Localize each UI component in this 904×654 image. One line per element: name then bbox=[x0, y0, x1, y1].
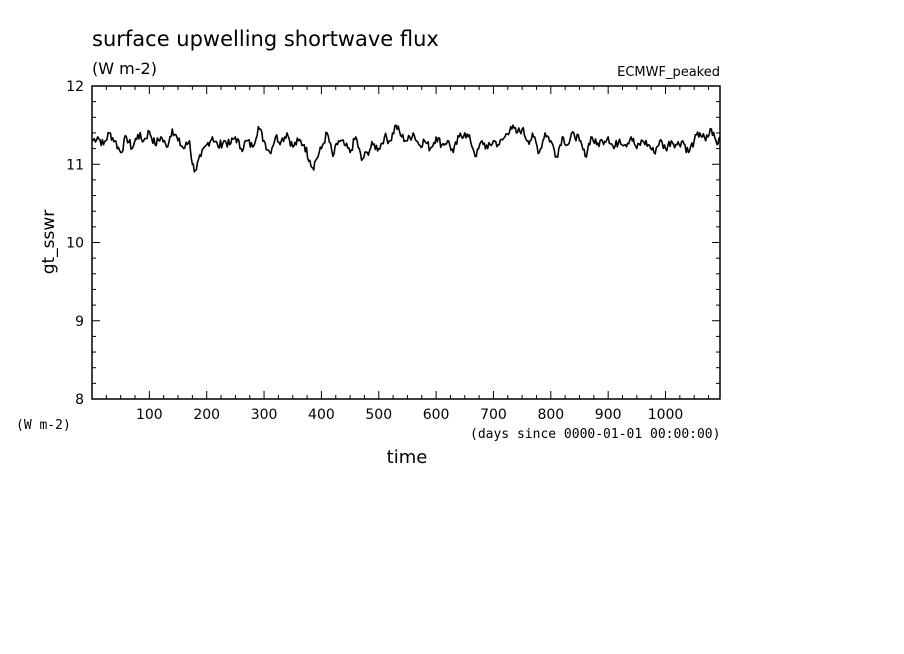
y-axis-units: (W m-2) bbox=[16, 418, 71, 433]
x-tick-labels: 100 200 300 400 500 600 700 800 900 1000 bbox=[136, 407, 683, 423]
x-tick-label: 900 bbox=[595, 407, 622, 423]
x-tick-label: 500 bbox=[365, 407, 392, 423]
y-tick-label: 9 bbox=[75, 314, 84, 330]
series-line bbox=[91, 124, 721, 173]
tick-marks bbox=[92, 86, 720, 399]
dataset-label: ECMWF_peaked bbox=[617, 65, 720, 80]
y-tick-labels: 8 9 10 11 12 bbox=[66, 79, 84, 408]
x-tick-label: 600 bbox=[423, 407, 450, 423]
y-tick-label: 12 bbox=[66, 79, 84, 95]
x-tick-label: 300 bbox=[251, 407, 278, 423]
y-axis-label: gt_sswr bbox=[39, 210, 59, 275]
x-tick-label: 100 bbox=[136, 407, 163, 423]
y-tick-label: 11 bbox=[66, 157, 84, 173]
x-tick-label: 700 bbox=[480, 407, 507, 423]
x-tick-label: 200 bbox=[193, 407, 220, 423]
chart-subtitle-units: (W m-2) bbox=[92, 59, 157, 78]
y-tick-label: 8 bbox=[75, 392, 84, 408]
x-tick-label: 400 bbox=[308, 407, 335, 423]
x-axis-label: time bbox=[387, 447, 428, 468]
y-tick-label: 10 bbox=[66, 236, 84, 252]
plot-frame bbox=[91, 85, 721, 400]
chart-title: surface upwelling shortwave flux bbox=[92, 27, 439, 51]
x-tick-label: 800 bbox=[537, 407, 564, 423]
x-tick-label: 1000 bbox=[648, 407, 684, 423]
x-axis-units: (days since 0000-01-01 00:00:00) bbox=[470, 427, 720, 442]
